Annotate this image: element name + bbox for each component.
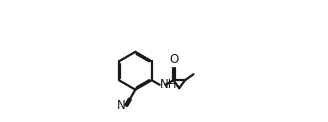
Text: NH: NH	[160, 78, 177, 91]
Text: O: O	[170, 53, 179, 66]
Text: N: N	[117, 99, 125, 112]
